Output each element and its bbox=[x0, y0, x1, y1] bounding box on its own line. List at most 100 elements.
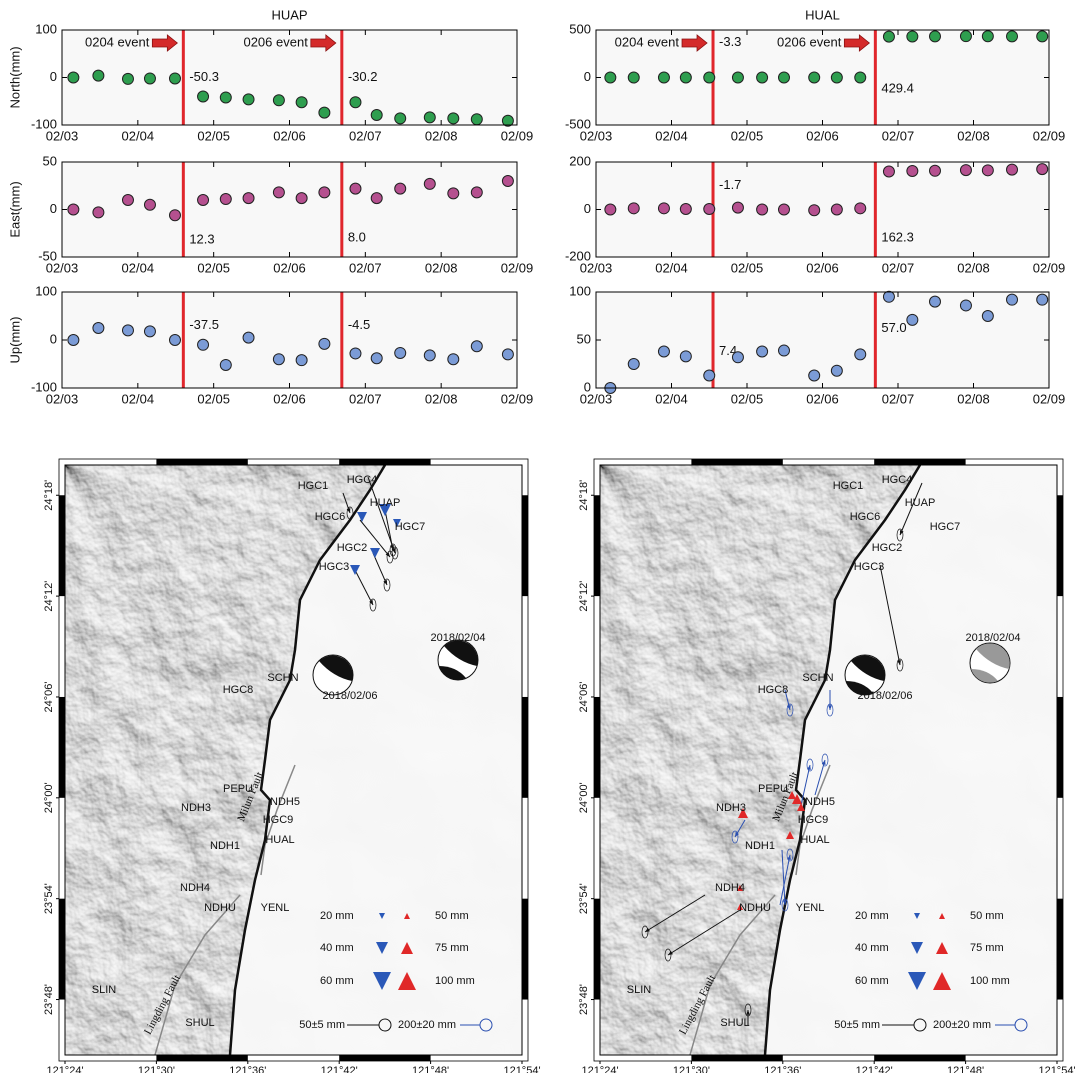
station-label: HGC6 bbox=[850, 511, 881, 523]
data-point bbox=[658, 346, 669, 357]
data-point bbox=[198, 91, 209, 102]
data-point bbox=[1037, 164, 1048, 175]
data-point bbox=[319, 107, 330, 118]
map-body: Milun FaultLingding FaultHGC1HGC4HUAPHGC… bbox=[43, 459, 541, 1073]
map-body: Milun FaultLingding FaultHGC1HGC4HUAPHGC… bbox=[578, 459, 1075, 1073]
data-point bbox=[704, 72, 715, 83]
x-tick-label: 02/07 bbox=[882, 128, 915, 143]
data-point bbox=[319, 338, 330, 349]
data-point bbox=[68, 204, 79, 215]
map-x-tick-label: 121°54' bbox=[503, 1065, 540, 1073]
event-date: 2018/02/04 bbox=[430, 632, 485, 644]
data-point bbox=[198, 195, 209, 206]
y-tick-label: 200 bbox=[569, 153, 591, 168]
frame-bar bbox=[522, 697, 528, 798]
station-label: HGC1 bbox=[298, 480, 329, 492]
data-point bbox=[605, 204, 616, 215]
x-tick-label: 02/05 bbox=[197, 391, 230, 406]
station-label: NDH4 bbox=[180, 882, 210, 894]
station-label: YENL bbox=[796, 902, 825, 914]
station-label: HGC8 bbox=[758, 684, 789, 696]
station-label: NDHU bbox=[204, 902, 236, 914]
station-label: NDH5 bbox=[270, 796, 300, 808]
y-tick-label: 0 bbox=[50, 201, 57, 216]
frame-bar bbox=[522, 899, 528, 1000]
map-y-tick-label: 24°12' bbox=[578, 581, 590, 612]
data-point bbox=[831, 72, 842, 83]
station-label: HGC2 bbox=[337, 542, 368, 554]
data-point bbox=[243, 332, 254, 343]
data-point bbox=[371, 193, 382, 204]
x-tick-label: 02/08 bbox=[957, 260, 990, 275]
y-axis-label: North(mm) bbox=[7, 46, 22, 108]
map-y-tick-label: 23°54' bbox=[578, 883, 590, 914]
data-point bbox=[929, 31, 940, 42]
data-point bbox=[424, 350, 435, 361]
station-label: NDH1 bbox=[745, 840, 775, 852]
data-point bbox=[929, 296, 940, 307]
map-y-tick-label: 23°48' bbox=[43, 984, 55, 1015]
data-point bbox=[273, 187, 284, 198]
data-point bbox=[122, 325, 133, 336]
station-label: HGC2 bbox=[872, 542, 903, 554]
data-point bbox=[907, 31, 918, 42]
data-point bbox=[1037, 294, 1048, 305]
x-tick-label: 02/09 bbox=[1033, 128, 1066, 143]
x-tick-label: 02/03 bbox=[46, 391, 79, 406]
legend-label: 75 mm bbox=[970, 942, 1004, 954]
frame-bar bbox=[59, 697, 65, 798]
data-point bbox=[371, 353, 382, 364]
station-label: NDH1 bbox=[210, 840, 240, 852]
data-point bbox=[424, 178, 435, 189]
x-tick-label: 02/06 bbox=[806, 128, 839, 143]
event-date: 2018/02/04 bbox=[965, 632, 1020, 644]
data-point bbox=[982, 311, 993, 322]
data-point bbox=[809, 205, 820, 216]
station-label: HGC6 bbox=[315, 511, 346, 523]
data-point bbox=[448, 354, 459, 365]
data-point bbox=[883, 31, 894, 42]
x-tick-label: 02/04 bbox=[655, 260, 688, 275]
station-label: HGC4 bbox=[882, 474, 913, 486]
data-point bbox=[628, 203, 639, 214]
station-label: SHUL bbox=[185, 1017, 214, 1029]
data-point bbox=[960, 31, 971, 42]
x-tick-label: 02/07 bbox=[349, 391, 382, 406]
data-point bbox=[220, 92, 231, 103]
map-x-tick-label: 121°30' bbox=[138, 1065, 175, 1073]
station-label: NDH4 bbox=[715, 882, 745, 894]
x-tick-label: 02/08 bbox=[425, 128, 458, 143]
x-tick-label: 02/08 bbox=[957, 128, 990, 143]
x-tick-label: 02/09 bbox=[501, 128, 534, 143]
data-point bbox=[982, 165, 993, 176]
map-y-tick-label: 24°06' bbox=[578, 681, 590, 712]
data-point bbox=[350, 183, 361, 194]
legend-label: 40 mm bbox=[320, 942, 354, 954]
legend-label: 40 mm bbox=[855, 942, 889, 954]
x-tick-label: 02/07 bbox=[349, 260, 382, 275]
data-point bbox=[929, 165, 940, 176]
map-x-tick-label: 121°42' bbox=[856, 1065, 893, 1073]
data-point bbox=[296, 97, 307, 108]
x-tick-label: 02/05 bbox=[731, 128, 764, 143]
y-tick-label: 0 bbox=[50, 69, 57, 84]
panel: HUAPNorth(mm)-100010002/0302/0402/0502/0… bbox=[7, 7, 533, 143]
data-point bbox=[680, 351, 691, 362]
data-point bbox=[350, 97, 361, 108]
y-tick-label: 100 bbox=[35, 21, 57, 36]
station-label: SHUL bbox=[720, 1017, 749, 1029]
offset-label: 162.3 bbox=[881, 229, 914, 244]
data-point bbox=[855, 72, 866, 83]
y-tick-label: 100 bbox=[35, 283, 57, 298]
plot-area bbox=[62, 292, 517, 388]
legend-label: 75 mm bbox=[435, 942, 469, 954]
frame-bar bbox=[874, 459, 965, 465]
station-label: YENL bbox=[261, 902, 290, 914]
map-content: Milun FaultLingding FaultHGC1HGC4HUAPHGC… bbox=[600, 465, 1057, 1055]
data-point bbox=[982, 31, 993, 42]
offset-label: 429.4 bbox=[881, 80, 914, 95]
data-point bbox=[907, 166, 918, 177]
map-y-tick-label: 24°18' bbox=[578, 480, 590, 511]
